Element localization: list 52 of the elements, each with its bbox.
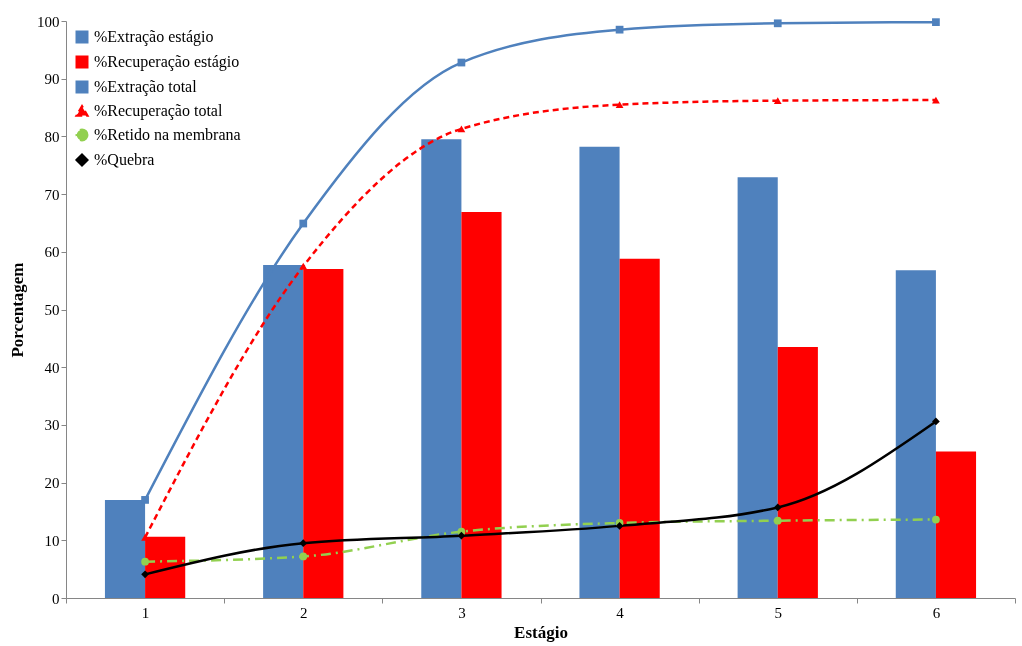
x-tick-label: 3 — [458, 604, 466, 621]
bar — [461, 211, 502, 598]
bar — [737, 177, 778, 598]
bar — [777, 347, 818, 598]
point — [773, 97, 782, 104]
x-tick-label: 6 — [932, 604, 941, 621]
bar — [935, 451, 977, 598]
bar — [619, 258, 660, 598]
point — [141, 496, 149, 504]
point — [932, 18, 940, 27]
point — [457, 125, 466, 133]
x-tick-label: 4 — [616, 604, 625, 621]
point — [141, 557, 149, 566]
legend-label: %Extração total — [94, 78, 198, 96]
x-tick-label: 1 — [141, 604, 150, 621]
legend-label: %Retido na membrana — [94, 126, 241, 143]
legend-label: %Recuperação total — [94, 102, 223, 120]
y-tick-label: 100 — [37, 13, 60, 30]
y-tick-label: 90 — [44, 71, 60, 88]
x-axis-title: Estágio — [514, 622, 568, 642]
point — [773, 19, 782, 28]
point — [457, 531, 466, 540]
y-tick-label: 50 — [44, 302, 60, 318]
y-tick-label: 20 — [44, 475, 60, 492]
y-tick-label: 10 — [44, 532, 60, 549]
legend-label: %Extração estágio — [94, 28, 214, 46]
bar — [579, 146, 620, 598]
point — [299, 539, 308, 548]
y-tick-label: 80 — [44, 128, 60, 145]
point — [615, 25, 624, 34]
legend-label: %Recuperação estágio — [94, 53, 240, 71]
point — [615, 101, 624, 109]
bar — [895, 270, 936, 598]
point — [299, 552, 308, 561]
y-axis-title: Porcentagem — [8, 262, 27, 358]
y-tick-label: 40 — [44, 359, 60, 376]
point — [932, 417, 940, 426]
x-tick-label: 2 — [300, 604, 308, 621]
y-tick-label: 30 — [44, 417, 60, 434]
point — [773, 516, 782, 525]
y-tick-label: 60 — [44, 244, 60, 261]
y-tick-label: 0 — [52, 590, 60, 607]
legend-label: %Quebra — [94, 151, 155, 168]
bar — [145, 536, 186, 598]
point — [773, 503, 782, 512]
point — [141, 570, 149, 579]
y-tick-label: 70 — [44, 186, 60, 203]
x-tick-label: 5 — [774, 604, 782, 621]
bar — [421, 139, 462, 598]
point — [299, 219, 308, 228]
point — [299, 262, 308, 270]
point — [932, 515, 940, 524]
